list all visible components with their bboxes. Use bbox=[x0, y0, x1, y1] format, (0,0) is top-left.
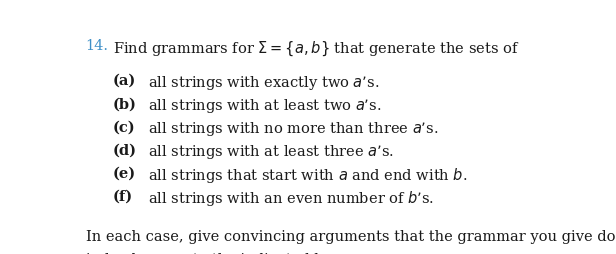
Text: all strings with an even number of $b$’s.: all strings with an even number of $b$’s… bbox=[148, 189, 434, 209]
Text: (e): (e) bbox=[113, 166, 136, 180]
Text: (b): (b) bbox=[113, 97, 137, 111]
Text: (f): (f) bbox=[113, 189, 133, 203]
Text: (c): (c) bbox=[113, 120, 136, 134]
Text: all strings with at least three $a$’s.: all strings with at least three $a$’s. bbox=[148, 143, 394, 161]
Text: (d): (d) bbox=[113, 143, 137, 157]
Text: In each case, give convincing arguments that the grammar you give does: In each case, give convincing arguments … bbox=[86, 230, 616, 244]
Text: all strings with at least two $a$’s.: all strings with at least two $a$’s. bbox=[148, 97, 381, 115]
Text: 14.: 14. bbox=[86, 39, 108, 53]
Text: all strings with exactly two $a$’s.: all strings with exactly two $a$’s. bbox=[148, 74, 379, 92]
Text: all strings that start with $a$ and end with $b$.: all strings that start with $a$ and end … bbox=[148, 166, 467, 185]
Text: (a): (a) bbox=[113, 74, 136, 88]
Text: Find grammars for $\Sigma = \{a, b\}$ that generate the sets of: Find grammars for $\Sigma = \{a, b\}$ th… bbox=[113, 39, 519, 58]
Text: all strings with no more than three $a$’s.: all strings with no more than three $a$’… bbox=[148, 120, 438, 138]
Text: indeed generate the indicated language.: indeed generate the indicated language. bbox=[86, 253, 387, 254]
